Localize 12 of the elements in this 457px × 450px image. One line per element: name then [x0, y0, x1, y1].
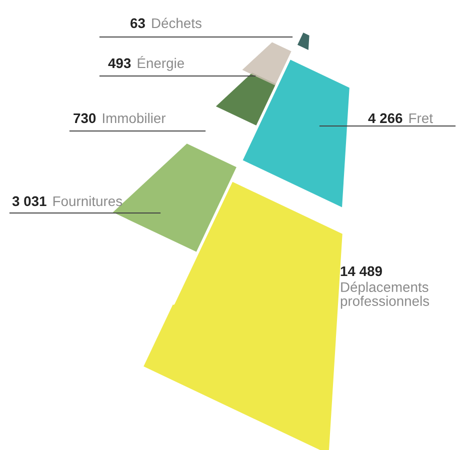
- data-label: 493: [108, 58, 131, 68]
- category-label: Énergie: [138, 56, 184, 71]
- data-label: 63: [130, 18, 145, 28]
- category-label: Déplacements professionnels: [340, 282, 430, 309]
- category-label: Déchets: [152, 18, 202, 28]
- category-label: Immobilier: [103, 112, 166, 124]
- category-label: Fret: [409, 113, 433, 124]
- data-label: 14 489: [340, 266, 382, 276]
- data-label: 730: [74, 113, 96, 124]
- data-label: 4 266: [368, 113, 402, 124]
- data-label: 3 031: [12, 196, 46, 206]
- category-label: Fournitures: [53, 196, 122, 206]
